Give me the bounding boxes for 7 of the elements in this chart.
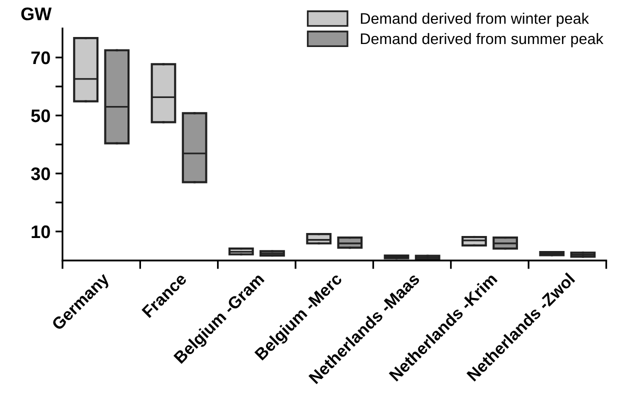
y-tick-label: 10 — [32, 225, 50, 238]
y-tick-label: 30 — [31, 167, 50, 180]
legend-label: Demand derived from winter peak — [360, 12, 589, 27]
y-tick-label: 70 — [31, 51, 50, 64]
y-axis-title: GW — [21, 7, 52, 20]
y-tick-label: 50 — [31, 109, 50, 122]
legend-label: Demand derived from summer peak — [360, 32, 604, 48]
